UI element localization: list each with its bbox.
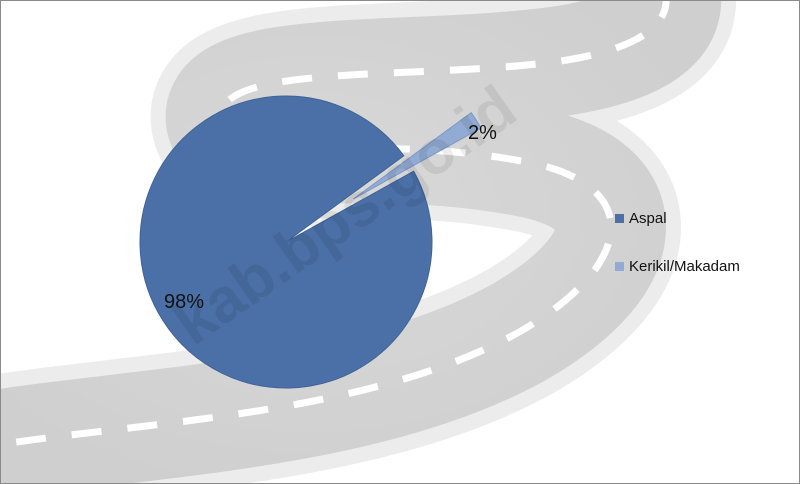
legend-label: Kerikil/Makadam [629,257,740,275]
legend-label: Aspal [629,209,667,227]
legend-item-kerikil-makadam: Kerikil/Makadam [615,255,740,277]
data-label-aspal: 98% [164,291,205,313]
pie-slice-aspal [139,95,433,389]
pie-slice-kerikil-makadam [353,111,482,200]
legend-swatch [615,213,624,223]
road-illustration [1,1,736,483]
pie-chart [139,95,482,389]
legend-swatch [615,261,624,271]
legend-item-aspal: Aspal [615,207,740,229]
data-label-kerikil-makadam: 2% [468,122,497,144]
legend: Aspal Kerikil/Makadam [615,207,740,303]
